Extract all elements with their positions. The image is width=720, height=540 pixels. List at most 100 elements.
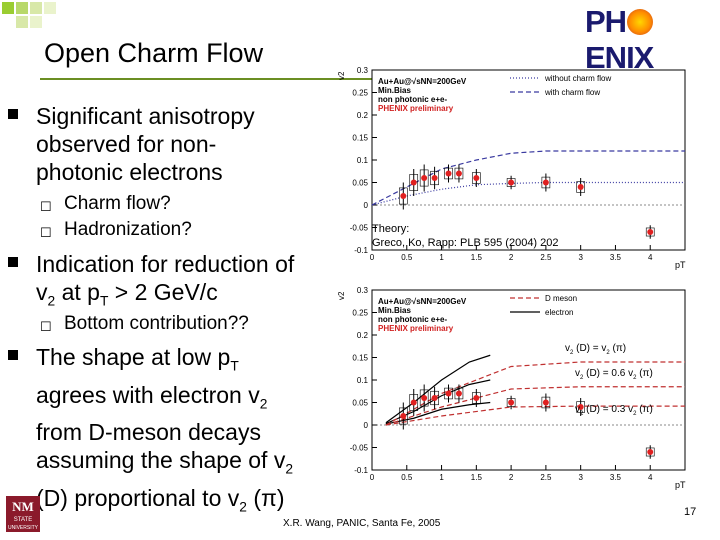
sub-bullet-bottom: ☐ Bottom contribution?? <box>40 312 249 336</box>
checkbox-bullet-icon: ☐ <box>40 225 52 240</box>
systematic-box <box>444 167 453 180</box>
svg-text:NM: NM <box>12 499 34 514</box>
y-tick-label: -0.1 <box>354 246 368 255</box>
systematic-box <box>506 178 516 187</box>
legend-label: with charm flow <box>544 88 600 97</box>
info-line: PHENIX preliminary <box>378 104 454 113</box>
annotation-v2d-equal: v2 (D) = v2 (π) <box>565 343 627 356</box>
y-tick-label: 0.25 <box>352 89 368 98</box>
data-point <box>473 395 480 401</box>
decorative-squares <box>2 2 56 28</box>
data-point <box>542 179 549 186</box>
info-line: Au+Au@√sNN=200GeV <box>378 77 467 86</box>
info-line: Min.Bias <box>378 306 411 315</box>
data-point <box>455 170 462 177</box>
bullet-reduction: Indication for reduction of v2 at pT > 2… <box>8 250 294 316</box>
systematic-box <box>541 176 551 189</box>
bullet-anisotropy: Significant anisotropy observed for non-… <box>8 102 255 186</box>
systematic-box <box>430 170 439 186</box>
y-tick-label: 0 <box>364 421 369 430</box>
y-tick-label: 0.1 <box>357 156 369 165</box>
y-tick-label: 0.3 <box>357 286 369 295</box>
systematic-box <box>444 387 453 400</box>
data-point <box>400 193 407 199</box>
x-tick-label: 2.5 <box>540 253 552 262</box>
data-point <box>445 390 452 397</box>
systematic-box <box>454 387 464 400</box>
systematic-box <box>399 187 408 205</box>
systematic-box <box>472 172 481 184</box>
bullet-square-icon <box>8 350 18 360</box>
systematic-box <box>430 390 439 406</box>
plot-bottom: -0.1 -0.05 0 0.05 0.1 0.15 0.2 0.25 0.3 0 0.5 1 1.5 2… <box>337 286 686 490</box>
y-tick-label: -0.05 <box>350 444 369 453</box>
data-point <box>647 449 654 455</box>
x-axis-label: pT <box>675 480 686 490</box>
x-tick-label: 3 <box>578 473 583 482</box>
x-tick-label: 3 <box>578 253 583 262</box>
y-axis-label: v2 <box>337 71 346 80</box>
systematic-box <box>419 169 429 187</box>
data-point <box>577 404 584 410</box>
x-tick-label: 4 <box>648 473 653 482</box>
data-point <box>445 170 452 177</box>
systematic-box <box>472 392 481 404</box>
curve-electron_1 <box>385 354 491 424</box>
info-line: PHENIX preliminary <box>378 324 454 333</box>
data-point <box>421 395 428 401</box>
data-point <box>455 390 462 397</box>
data-point <box>410 399 417 406</box>
y-tick-label: 0.05 <box>352 179 368 188</box>
sub-bullet-hadronization: ☐ Hadronization? <box>40 218 192 242</box>
y-tick-label: 0.1 <box>357 376 369 385</box>
plot-top: -0.1 -0.05 0 0.05 0.1 0.15 0.2 0.25 0.3 0 0.5 1 1.5 2… <box>337 66 686 270</box>
plots-panel: -0.1 -0.05 0 0.05 0.1 0.15 0.2 0.25 0.3 0 0.5 1 1.5 2… <box>337 66 686 490</box>
data-point <box>577 184 584 190</box>
y-tick-label: 0.2 <box>357 111 369 120</box>
nmsu-logo: NM STATE UNIVERSITY <box>6 496 40 532</box>
data-point <box>431 175 438 181</box>
legend-label: without charm flow <box>544 74 611 83</box>
svg-text:STATE: STATE <box>14 517 32 523</box>
systematic-box <box>576 401 585 413</box>
x-tick-label: 1 <box>439 253 444 262</box>
y-tick-label: 0.2 <box>357 331 369 340</box>
y-tick-label: 0.3 <box>357 66 369 75</box>
y-tick-label: 0.15 <box>352 134 368 143</box>
curve-dmeson_06 <box>385 386 685 426</box>
systematic-box <box>576 181 585 193</box>
data-point <box>542 399 549 406</box>
systematic-box <box>645 447 655 457</box>
title-underline <box>40 78 400 80</box>
x-axis-label: pT <box>675 260 686 270</box>
data-point <box>400 413 407 419</box>
curve-dmeson_1 <box>385 361 685 426</box>
footer-citation: X.R. Wang, PANIC, Santa Fe, 2005 <box>283 518 441 529</box>
data-point <box>508 179 515 186</box>
systematic-box <box>419 389 429 407</box>
checkbox-bullet-icon: ☐ <box>40 319 52 334</box>
y-tick-label: -0.05 <box>350 224 369 233</box>
systematic-box <box>454 167 464 180</box>
y-tick-label: 0.05 <box>352 399 368 408</box>
theory-reference: Theory: Greco, Ko, Rapp: PLB 595 (2004) … <box>372 223 559 249</box>
systematic-box <box>409 394 419 411</box>
x-tick-label: 0.5 <box>401 253 413 262</box>
x-tick-label: 1 <box>439 473 444 482</box>
bullet-square-icon <box>8 109 18 119</box>
page-number: 17 <box>684 506 697 518</box>
bullet-line-v2-pt: v2 at pT > 2 GeV/c <box>36 279 218 309</box>
x-tick-label: 4 <box>648 253 653 262</box>
y-tick-label: 0.25 <box>352 309 368 318</box>
x-tick-label: 0 <box>370 473 375 482</box>
sub-bullet-charm-flow: ☐ Charm flow? <box>40 192 171 216</box>
x-tick-label: 2.5 <box>540 473 552 482</box>
x-tick-label: 0 <box>370 253 375 262</box>
data-point <box>473 175 480 181</box>
annotation-v2d-06: v2 (D) = 0.6 v2 (π) <box>575 368 653 381</box>
info-line: non photonic e+e- <box>378 315 447 324</box>
systematic-box <box>506 398 516 407</box>
x-tick-label: 1.5 <box>471 473 483 482</box>
systematic-box <box>399 407 408 425</box>
x-tick-label: 3.5 <box>610 473 622 482</box>
